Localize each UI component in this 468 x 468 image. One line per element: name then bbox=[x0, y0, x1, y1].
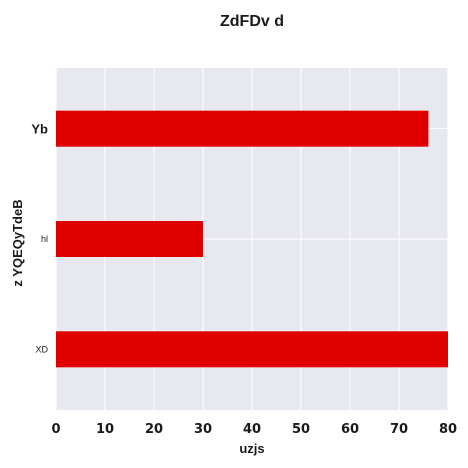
x-tick-label: 40 bbox=[243, 422, 261, 437]
x-tick-label: 20 bbox=[145, 422, 163, 437]
y-tick-label: hl bbox=[41, 234, 48, 244]
x-tick-label: 10 bbox=[96, 422, 114, 437]
x-tick-label: 70 bbox=[390, 422, 408, 437]
x-tick-labels: 0 10 20 30 40 50 60 70 80 bbox=[51, 422, 457, 437]
bar-XD bbox=[56, 331, 448, 368]
y-tick-label: Yb bbox=[31, 122, 48, 137]
x-tick-label: 0 bbox=[51, 422, 60, 437]
y-axis-label: z YQEQyTdeB bbox=[10, 199, 25, 286]
chart-title: ZdFDv d bbox=[220, 13, 284, 30]
y-tick-label: XD bbox=[35, 344, 48, 354]
x-tick-label: 30 bbox=[194, 422, 212, 437]
x-axis-label: uzjs bbox=[239, 441, 264, 456]
y-tick-labels: Yb hl XD bbox=[31, 122, 48, 355]
x-tick-label: 50 bbox=[292, 422, 310, 437]
bar-Yb bbox=[56, 110, 429, 147]
bars bbox=[56, 110, 448, 368]
x-tick-label: 60 bbox=[341, 422, 359, 437]
bar-hl bbox=[56, 221, 203, 257]
x-tick-label: 80 bbox=[439, 422, 457, 437]
